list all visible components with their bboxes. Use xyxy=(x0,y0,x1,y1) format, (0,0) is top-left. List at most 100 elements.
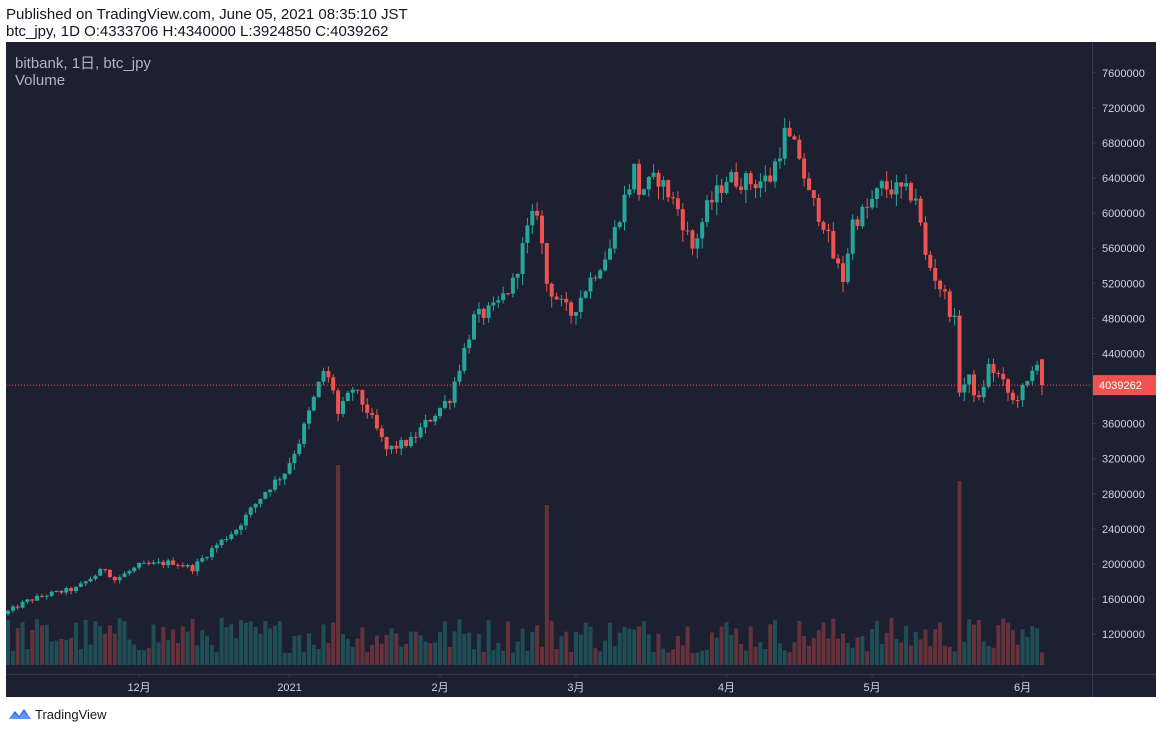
volume-bar xyxy=(365,652,370,665)
candle-body xyxy=(603,259,608,271)
tradingview-logo-icon[interactable] xyxy=(8,707,32,721)
y-tick-label: 7200000 xyxy=(1102,103,1145,115)
candle-body xyxy=(845,253,850,282)
volume-bar xyxy=(588,626,593,665)
candle-body xyxy=(947,291,952,317)
candle-body xyxy=(855,219,860,227)
volume-bar xyxy=(549,620,554,665)
volume-bar xyxy=(797,620,802,665)
chart-svg[interactable]: 1200000 1600000 2000000 2400000 2800000 32000… xyxy=(6,42,1156,697)
candle-body xyxy=(986,363,991,387)
volume-bar xyxy=(768,624,773,665)
candle-body xyxy=(209,548,214,558)
volume-bar xyxy=(1015,644,1020,665)
candle-body xyxy=(525,225,530,243)
candle-body xyxy=(685,230,690,232)
volume-bar xyxy=(675,636,680,665)
candle-body xyxy=(821,221,826,230)
volume-bars xyxy=(6,465,1044,665)
volume-bar xyxy=(389,628,394,665)
candle-body xyxy=(282,473,287,480)
price-axis: 1200000 1600000 2000000 2400000 2800000 32000… xyxy=(1092,68,1145,641)
volume-bar xyxy=(608,622,612,665)
volume-bar xyxy=(1020,629,1025,665)
volume-bar xyxy=(850,647,855,665)
volume-bar xyxy=(695,652,700,665)
candle-body xyxy=(841,263,845,282)
volume-bar xyxy=(64,640,69,665)
candle-body xyxy=(88,579,93,582)
volume-bar xyxy=(709,632,714,665)
volume-bar xyxy=(700,650,705,665)
footer[interactable]: TradingView xyxy=(8,705,107,723)
volume-bar xyxy=(137,650,142,665)
candle-body xyxy=(879,181,884,189)
candle-body xyxy=(593,277,598,279)
volume-bar xyxy=(384,635,389,665)
y-tick-label: 2800000 xyxy=(1102,489,1145,501)
volume-bar xyxy=(821,622,826,665)
volume-bar xyxy=(161,627,166,665)
volume-bar xyxy=(151,624,156,665)
candle-body xyxy=(675,198,680,210)
volume-bar xyxy=(816,630,821,665)
candle-body xyxy=(894,182,899,195)
volume-bar xyxy=(30,629,35,665)
volume-bar xyxy=(860,636,865,665)
candle-body xyxy=(690,230,695,249)
volume-bar xyxy=(428,643,433,665)
candle-body xyxy=(520,243,525,274)
candle-body xyxy=(1035,364,1040,371)
volume-bar xyxy=(132,644,137,665)
candle-body xyxy=(491,302,496,306)
volume-bar xyxy=(996,625,1001,665)
candle-body xyxy=(195,561,200,572)
candle-body xyxy=(331,377,336,391)
candle-body xyxy=(807,178,811,191)
volume-bar xyxy=(705,650,709,665)
volume-bar xyxy=(952,651,957,665)
candle-body xyxy=(239,525,243,530)
x-tick-label: 5月 xyxy=(864,682,881,694)
volume-bar xyxy=(535,625,540,665)
legend-symbol: bitbank, 1日, btc_jpy xyxy=(15,55,151,72)
candle-body xyxy=(462,348,467,371)
volume-bar xyxy=(117,618,122,665)
volume-bar xyxy=(40,625,44,665)
volume-bar xyxy=(273,625,277,665)
volume-bar xyxy=(467,632,472,665)
volume-bar xyxy=(889,617,894,665)
candle-body xyxy=(122,573,127,578)
x-tick-label: 3月 xyxy=(567,682,584,694)
volume-bar xyxy=(894,638,899,665)
volume-bar xyxy=(525,650,530,665)
candle-body xyxy=(768,175,773,182)
y-tick-label: 5200000 xyxy=(1102,278,1145,290)
volume-bar xyxy=(967,619,972,665)
footer-brand[interactable]: TradingView xyxy=(35,706,107,722)
candle-body xyxy=(792,136,797,140)
volume-bar xyxy=(933,629,938,665)
candle-body xyxy=(54,591,59,592)
candle-body xyxy=(6,610,10,614)
candle-body xyxy=(297,443,302,454)
candle-body xyxy=(166,560,171,566)
candle-body xyxy=(180,565,185,567)
chart-panel[interactable]: 1200000 1600000 2000000 2400000 2800000 32000… xyxy=(6,42,1156,697)
volume-bar xyxy=(185,631,190,665)
volume-bar xyxy=(355,638,360,665)
volume-bar xyxy=(141,650,146,665)
candle-body xyxy=(25,599,30,602)
candle-body xyxy=(578,297,583,312)
volume-bar xyxy=(641,621,646,665)
y-tick-label: 3200000 xyxy=(1102,454,1145,466)
volume-bar xyxy=(200,630,205,665)
volume-bar xyxy=(637,626,642,665)
volume-bar xyxy=(78,648,83,665)
volume-bar xyxy=(763,649,768,665)
candle-body xyxy=(355,389,360,391)
volume-bar xyxy=(884,632,889,665)
volume-bar xyxy=(574,631,578,665)
candle-body xyxy=(234,529,239,535)
candle-body xyxy=(651,172,656,177)
